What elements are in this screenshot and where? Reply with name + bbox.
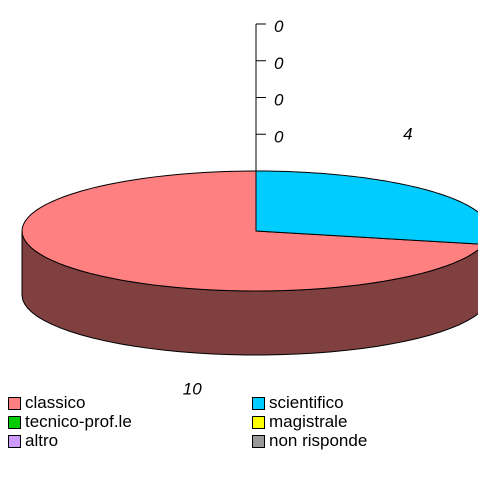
slice-label-scientifico: 4 [403,125,412,144]
pie-slice-classico [21,170,478,292]
legend-label: altro [25,431,59,450]
legend-label: classico [25,393,86,412]
legend-label: non risponde [269,431,368,450]
pie-slices [21,170,478,356]
zero-leader-lines: 0 0 0 0 [255,17,284,171]
legend-item-non risponde: non risponde [252,432,367,450]
legend-item-scientifico: scientifico [252,394,344,412]
legend-label: scientifico [269,393,344,412]
legend-label: magistrale [269,412,348,431]
slice-labels: 10 4 [183,125,413,399]
slice-label-altro: 0 [274,91,284,110]
legend-item-altro: altro [8,432,58,450]
slice-label-classico: 10 [183,379,202,398]
legend-swatch [252,434,265,448]
legend-swatch [252,415,265,429]
legend-item-tecnico-prof.le: tecnico-prof.le [8,413,132,431]
legend-item-classico: classico [8,394,85,412]
slice-label-tecnico-prof.le: 0 [274,17,284,36]
slice-label-magistrale: 0 [274,54,284,73]
legend-swatch [8,434,21,448]
legend-swatch [8,396,21,410]
legend-label: tecnico-prof.le [25,412,132,431]
legend-item-magistrale: magistrale [252,413,347,431]
slice-label-non risponde: 0 [274,127,284,146]
pie-slice-scientifico [255,170,478,245]
legend-swatch [8,415,21,429]
legend-swatch [252,396,265,410]
